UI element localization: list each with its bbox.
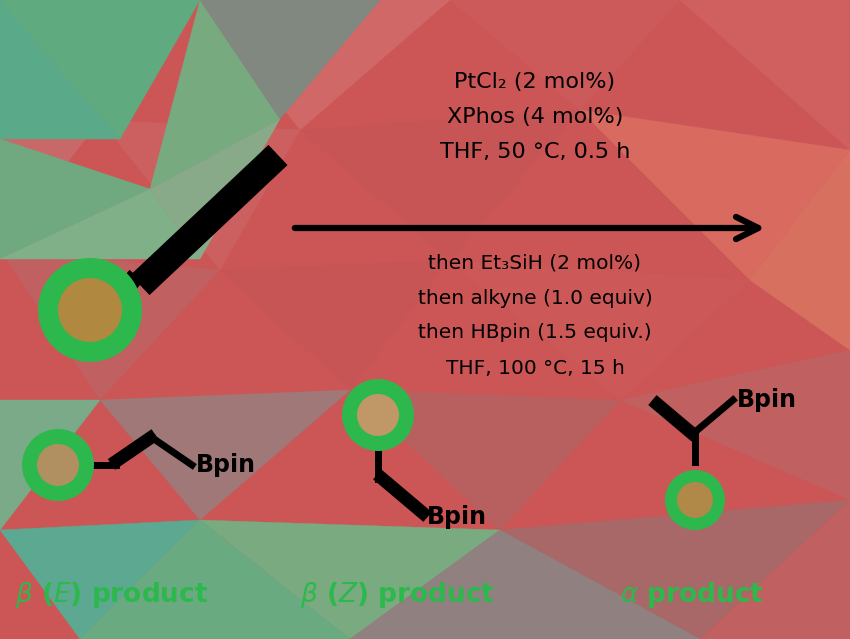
Circle shape	[357, 394, 399, 436]
Polygon shape	[580, 110, 850, 280]
Polygon shape	[0, 520, 200, 639]
Text: then Et₃SiH (2 mol%): then Et₃SiH (2 mol%)	[428, 254, 642, 272]
Polygon shape	[100, 120, 300, 270]
Polygon shape	[450, 260, 750, 400]
Polygon shape	[150, 119, 280, 259]
Text: then HBpin (1.5 equiv.): then HBpin (1.5 equiv.)	[418, 323, 652, 343]
Text: PtCl₂ (2 mol%): PtCl₂ (2 mol%)	[455, 72, 615, 92]
Text: Bpin: Bpin	[196, 453, 256, 477]
Polygon shape	[0, 0, 120, 139]
Polygon shape	[300, 110, 580, 260]
Polygon shape	[200, 0, 450, 130]
Polygon shape	[0, 250, 220, 400]
Polygon shape	[100, 390, 350, 520]
Text: Bpin: Bpin	[427, 505, 487, 529]
Polygon shape	[750, 150, 850, 350]
Text: then alkyne (1.0 equiv): then alkyne (1.0 equiv)	[417, 288, 652, 307]
Text: THF, 100 °C, 15 h: THF, 100 °C, 15 h	[445, 358, 625, 378]
Polygon shape	[0, 0, 100, 250]
Polygon shape	[200, 0, 380, 119]
Polygon shape	[350, 390, 620, 530]
Polygon shape	[0, 0, 200, 120]
Polygon shape	[220, 260, 450, 390]
Circle shape	[677, 482, 713, 518]
Polygon shape	[0, 400, 100, 530]
Polygon shape	[620, 350, 850, 500]
Circle shape	[58, 278, 122, 342]
Polygon shape	[150, 0, 280, 189]
Polygon shape	[680, 0, 850, 150]
Polygon shape	[200, 520, 500, 639]
Polygon shape	[0, 189, 200, 259]
Polygon shape	[750, 150, 850, 350]
Circle shape	[37, 444, 79, 486]
Text: XPhos (4 mol%): XPhos (4 mol%)	[447, 107, 623, 127]
Circle shape	[665, 470, 725, 530]
Polygon shape	[700, 500, 850, 639]
Text: $\alpha$ product: $\alpha$ product	[620, 580, 764, 610]
Text: THF, 50 °C, 0.5 h: THF, 50 °C, 0.5 h	[439, 142, 630, 162]
Polygon shape	[450, 0, 680, 110]
Polygon shape	[0, 0, 200, 139]
Text: Bpin: Bpin	[737, 388, 797, 412]
Circle shape	[22, 429, 94, 501]
Polygon shape	[0, 0, 100, 250]
Polygon shape	[80, 520, 350, 639]
Polygon shape	[350, 530, 700, 639]
Circle shape	[38, 258, 142, 362]
Text: $\beta$ ($\mathit{Z}$) product: $\beta$ ($\mathit{Z}$) product	[300, 580, 495, 610]
Text: $\beta$ ($\mathit{E}$) product: $\beta$ ($\mathit{E}$) product	[15, 580, 208, 610]
Circle shape	[342, 379, 414, 451]
Polygon shape	[500, 500, 850, 639]
Polygon shape	[0, 139, 150, 259]
